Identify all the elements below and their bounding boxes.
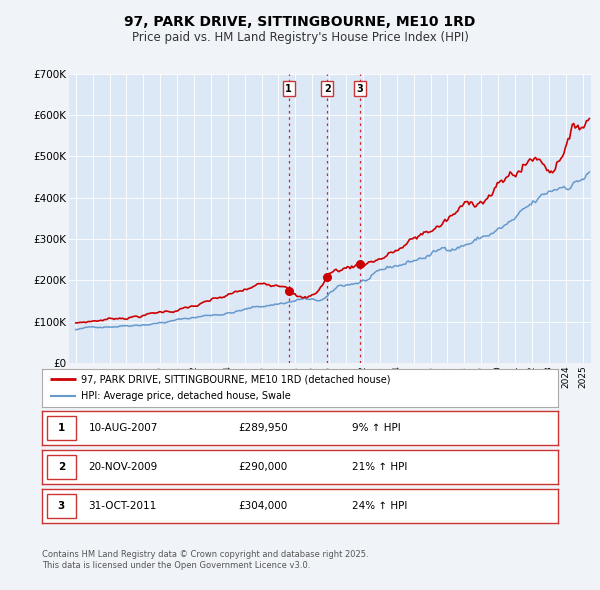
Text: 97, PARK DRIVE, SITTINGBOURNE, ME10 1RD (detached house): 97, PARK DRIVE, SITTINGBOURNE, ME10 1RD …	[81, 375, 390, 385]
Text: 3: 3	[356, 84, 364, 94]
Text: £290,000: £290,000	[238, 463, 287, 472]
Text: 10-AUG-2007: 10-AUG-2007	[88, 424, 158, 433]
Text: 1: 1	[58, 424, 65, 433]
Text: 2: 2	[324, 84, 331, 94]
Text: 97, PARK DRIVE, SITTINGBOURNE, ME10 1RD: 97, PARK DRIVE, SITTINGBOURNE, ME10 1RD	[124, 15, 476, 29]
FancyBboxPatch shape	[47, 494, 76, 518]
Text: HPI: Average price, detached house, Swale: HPI: Average price, detached house, Swal…	[81, 391, 290, 401]
Text: £304,000: £304,000	[238, 502, 287, 511]
Text: This data is licensed under the Open Government Licence v3.0.: This data is licensed under the Open Gov…	[42, 560, 310, 569]
Text: 1: 1	[286, 84, 292, 94]
FancyBboxPatch shape	[47, 417, 76, 440]
Text: 20-NOV-2009: 20-NOV-2009	[88, 463, 158, 472]
Text: Price paid vs. HM Land Registry's House Price Index (HPI): Price paid vs. HM Land Registry's House …	[131, 31, 469, 44]
Text: 3: 3	[58, 502, 65, 511]
Text: £289,950: £289,950	[238, 424, 288, 433]
Text: 21% ↑ HPI: 21% ↑ HPI	[352, 463, 407, 472]
FancyBboxPatch shape	[47, 455, 76, 479]
Text: 2: 2	[58, 463, 65, 472]
Text: 31-OCT-2011: 31-OCT-2011	[88, 502, 157, 511]
Text: Contains HM Land Registry data © Crown copyright and database right 2025.: Contains HM Land Registry data © Crown c…	[42, 550, 368, 559]
Text: 24% ↑ HPI: 24% ↑ HPI	[352, 502, 407, 511]
Text: 9% ↑ HPI: 9% ↑ HPI	[352, 424, 400, 433]
